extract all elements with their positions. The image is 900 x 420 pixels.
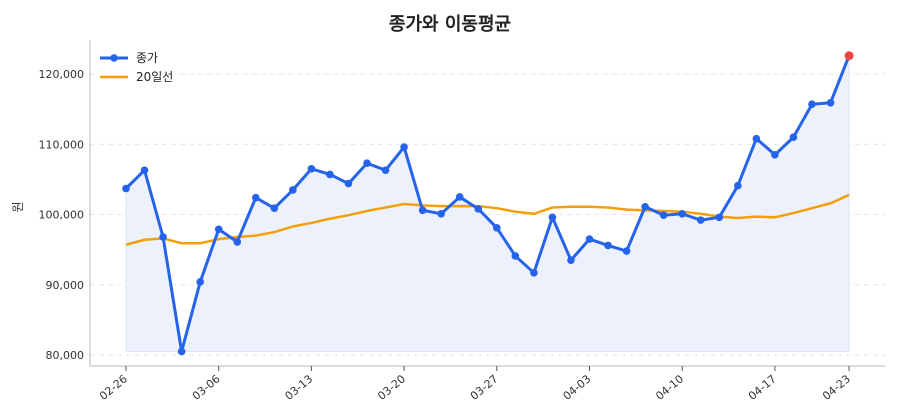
close-point <box>548 213 557 222</box>
close-point <box>418 206 427 215</box>
close-point <box>678 209 686 218</box>
close-point <box>826 99 835 107</box>
close-fill-area <box>125 55 850 352</box>
close-point <box>233 238 242 246</box>
close-point <box>641 202 649 211</box>
close-point <box>585 235 594 243</box>
close-point <box>251 193 260 202</box>
close-point <box>771 150 779 159</box>
close-point <box>437 209 445 218</box>
close-point <box>289 186 297 194</box>
close-point <box>307 165 316 173</box>
chart-title: 종가와 이동평균 <box>388 14 512 35</box>
x-tick-label: 04-23 <box>820 372 853 403</box>
close-point <box>696 216 705 224</box>
close-point <box>752 134 761 143</box>
close-point <box>177 347 186 356</box>
close-point <box>381 166 390 175</box>
close-point <box>734 181 742 190</box>
x-tick-label: 03-13 <box>282 372 315 403</box>
close-point <box>808 100 816 109</box>
y-tick-label: 90,000 <box>46 279 85 292</box>
close-point <box>659 211 668 220</box>
x-tick-label: 04-03 <box>561 372 594 403</box>
x-tick-label: 03-20 <box>375 372 408 403</box>
legend-ma20-label: 20일선 <box>136 70 173 84</box>
y-tick-label: 120,000 <box>39 68 85 81</box>
close-point <box>511 252 520 260</box>
close-point <box>270 204 279 212</box>
close-point <box>715 213 724 222</box>
close-point <box>493 224 501 232</box>
close-point <box>530 269 538 277</box>
last-close-point <box>844 51 854 61</box>
close-point <box>604 241 612 250</box>
close-point <box>214 225 223 234</box>
close-point <box>400 143 408 151</box>
close-line <box>124 55 851 353</box>
y-axis-label: 원 <box>11 201 25 212</box>
close-point <box>159 233 167 241</box>
close-point <box>455 193 464 201</box>
close-point <box>474 205 483 213</box>
close-point <box>140 166 149 175</box>
x-tick-label: 03-27 <box>468 372 501 403</box>
x-tick-label: 04-17 <box>746 372 779 403</box>
legend-close-marker <box>110 54 118 62</box>
x-tick-label: 03-06 <box>190 372 223 403</box>
close-point <box>363 159 371 168</box>
x-tick-label: 02-26 <box>97 372 130 403</box>
close-point <box>122 184 130 193</box>
close-point <box>344 179 353 188</box>
close-point <box>326 170 334 179</box>
y-tick-label: 110,000 <box>39 138 85 151</box>
y-tick-label: 80,000 <box>46 349 85 362</box>
close-point <box>196 278 204 286</box>
ma20-line <box>125 193 850 246</box>
close-point <box>622 247 631 255</box>
legend-close-label: 종가 <box>136 51 158 65</box>
y-tick-label: 100,000 <box>39 209 85 222</box>
close-point <box>567 256 575 264</box>
x-tick-label: 04-10 <box>653 372 686 403</box>
close-point <box>789 133 798 142</box>
